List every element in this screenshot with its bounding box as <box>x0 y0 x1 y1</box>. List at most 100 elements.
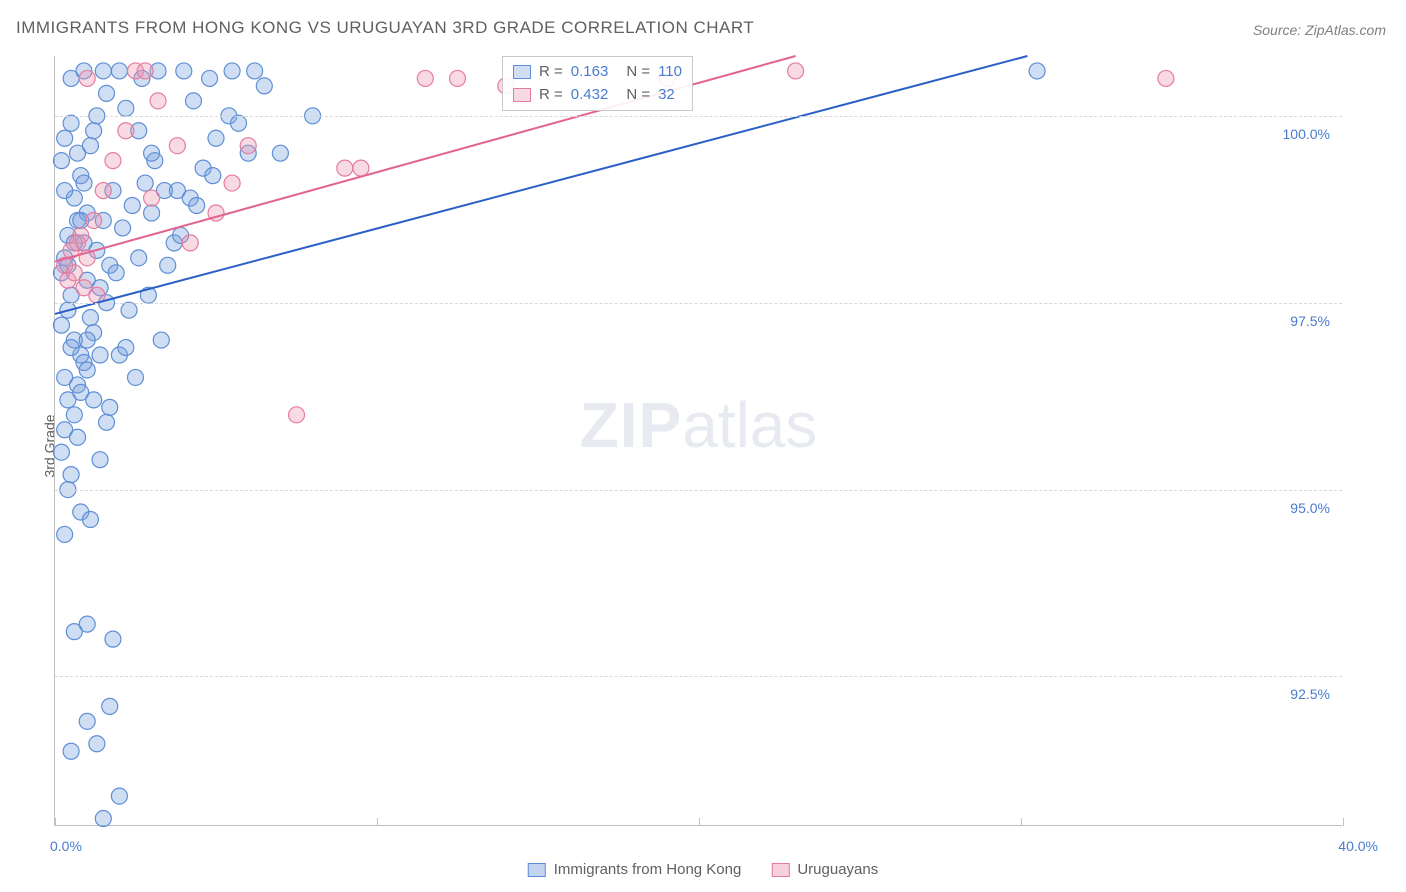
gridline <box>55 676 1342 677</box>
scatter-point <box>144 205 160 221</box>
scatter-point <box>272 145 288 161</box>
scatter-point <box>1158 70 1174 86</box>
x-tick <box>699 818 700 826</box>
scatter-point <box>208 130 224 146</box>
scatter-point <box>115 220 131 236</box>
scatter-point <box>182 235 198 251</box>
legend-r-label: R = <box>539 84 563 107</box>
scatter-point <box>118 340 134 356</box>
scatter-point <box>121 302 137 318</box>
scatter-point <box>63 115 79 131</box>
scatter-point <box>102 399 118 415</box>
scatter-point <box>150 93 166 109</box>
legend-swatch <box>513 65 531 79</box>
scatter-point <box>89 736 105 752</box>
scatter-point <box>128 369 144 385</box>
scatter-point <box>82 310 98 326</box>
x-tick <box>1021 818 1022 826</box>
x-tick-label: 0.0% <box>50 838 82 854</box>
scatter-point <box>53 317 69 333</box>
scatter-point <box>788 63 804 79</box>
legend-n-label: N = <box>626 84 650 107</box>
scatter-point <box>76 175 92 191</box>
x-tick <box>377 818 378 826</box>
scatter-point <box>247 63 263 79</box>
legend-r-value: 0.432 <box>571 84 609 107</box>
chart-svg <box>55 56 1342 825</box>
scatter-point <box>176 63 192 79</box>
scatter-point <box>99 85 115 101</box>
y-tick-label: 100.0% <box>1283 126 1330 142</box>
scatter-point <box>450 70 466 86</box>
scatter-point <box>105 153 121 169</box>
scatter-point <box>111 788 127 804</box>
scatter-point <box>63 467 79 483</box>
gridline <box>55 303 1342 304</box>
plot-area: ZIPatlas R =0.163N =110R =0.432N =32 92.… <box>54 56 1342 826</box>
scatter-point <box>92 347 108 363</box>
legend-bottom: Immigrants from Hong Kong Uruguayans <box>528 861 878 878</box>
scatter-point <box>189 198 205 214</box>
scatter-point <box>63 743 79 759</box>
scatter-point <box>137 175 153 191</box>
legend-swatch <box>513 88 531 102</box>
legend-stat-row: R =0.432N =32 <box>513 84 682 107</box>
scatter-point <box>231 115 247 131</box>
legend-stats: R =0.163N =110R =0.432N =32 <box>502 56 693 111</box>
scatter-point <box>86 212 102 228</box>
scatter-point <box>102 698 118 714</box>
gridline <box>55 116 1342 117</box>
scatter-point <box>57 526 73 542</box>
scatter-point <box>160 257 176 273</box>
scatter-point <box>111 63 127 79</box>
scatter-point <box>108 265 124 281</box>
legend-item: Immigrants from Hong Kong <box>528 861 742 878</box>
scatter-point <box>240 138 256 154</box>
source-attribution: Source: ZipAtlas.com <box>1253 22 1386 38</box>
scatter-point <box>137 63 153 79</box>
scatter-point <box>205 168 221 184</box>
scatter-point <box>169 183 185 199</box>
scatter-point <box>417 70 433 86</box>
scatter-point <box>53 444 69 460</box>
scatter-point <box>82 511 98 527</box>
scatter-point <box>256 78 272 94</box>
legend-r-value: 0.163 <box>571 61 609 84</box>
scatter-point <box>79 332 95 348</box>
scatter-point <box>95 63 111 79</box>
scatter-point <box>289 407 305 423</box>
legend-item: Uruguayans <box>771 861 878 878</box>
scatter-point <box>118 123 134 139</box>
scatter-point <box>79 713 95 729</box>
gridline <box>55 490 1342 491</box>
y-tick-label: 97.5% <box>1290 313 1330 329</box>
scatter-point <box>224 175 240 191</box>
scatter-point <box>144 190 160 206</box>
scatter-point <box>95 811 111 827</box>
scatter-point <box>70 429 86 445</box>
legend-label: Uruguayans <box>797 861 878 878</box>
scatter-point <box>53 153 69 169</box>
scatter-point <box>169 138 185 154</box>
scatter-point <box>337 160 353 176</box>
scatter-point <box>92 452 108 468</box>
scatter-point <box>66 407 82 423</box>
scatter-point <box>95 183 111 199</box>
scatter-point <box>57 130 73 146</box>
scatter-point <box>185 93 201 109</box>
scatter-point <box>79 616 95 632</box>
chart-title: IMMIGRANTS FROM HONG KONG VS URUGUAYAN 3… <box>16 18 754 38</box>
scatter-point <box>202 70 218 86</box>
x-tick <box>55 818 56 826</box>
scatter-point <box>66 265 82 281</box>
scatter-point <box>79 70 95 86</box>
scatter-point <box>144 145 160 161</box>
scatter-point <box>224 63 240 79</box>
legend-r-label: R = <box>539 61 563 84</box>
scatter-point <box>70 235 86 251</box>
x-tick-label: 40.0% <box>1338 838 1378 854</box>
scatter-point <box>353 160 369 176</box>
legend-stat-row: R =0.163N =110 <box>513 61 682 84</box>
scatter-point <box>131 250 147 266</box>
legend-label: Immigrants from Hong Kong <box>554 861 742 878</box>
